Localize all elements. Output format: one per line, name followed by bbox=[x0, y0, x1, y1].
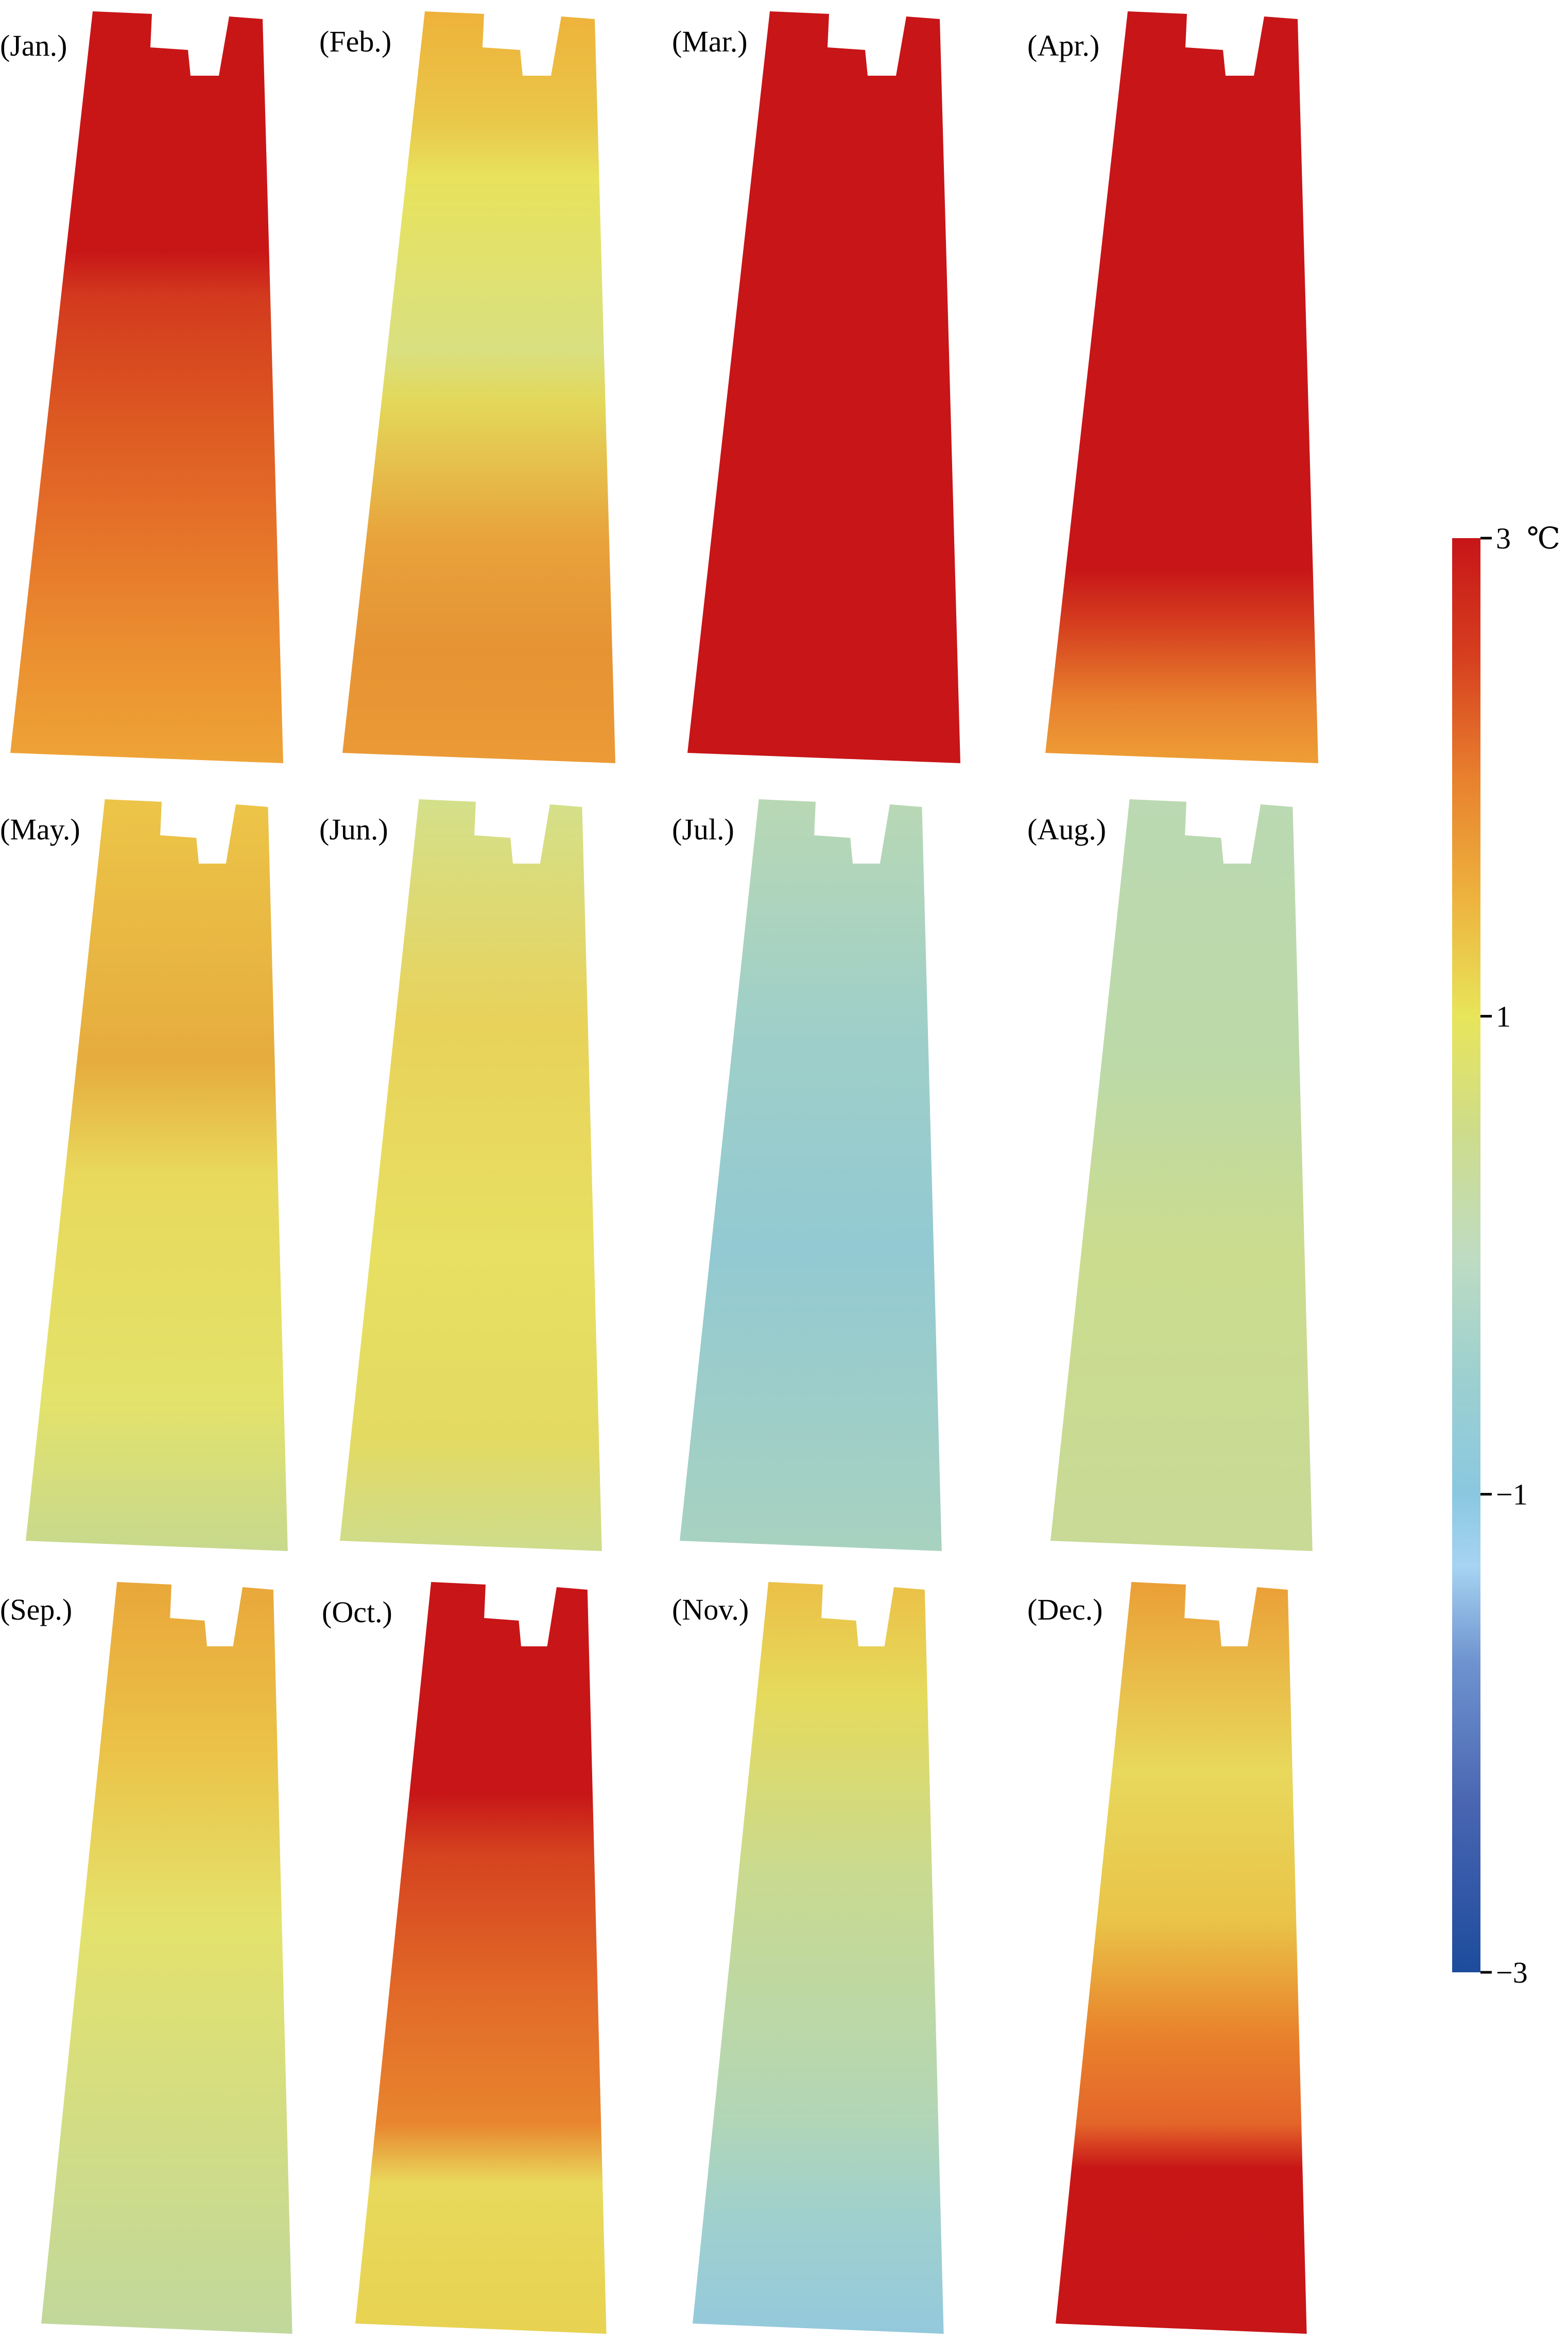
map-panel-4 bbox=[1045, 11, 1318, 763]
panel-label: (Nov.) bbox=[672, 1593, 749, 1626]
colorbar-tick-label: 3 bbox=[1496, 522, 1511, 555]
map-panel-11 bbox=[693, 1582, 944, 2334]
panel-label: (Feb.) bbox=[319, 25, 391, 58]
map-panel-2 bbox=[342, 11, 615, 763]
map-panel-10 bbox=[355, 1582, 607, 2334]
map-panel-12 bbox=[1056, 1582, 1307, 2334]
panel-label: (Apr.) bbox=[1027, 29, 1099, 62]
map-panel-3 bbox=[687, 11, 960, 763]
panel-label: (Jun.) bbox=[319, 813, 388, 846]
panel-label: (Jul.) bbox=[672, 813, 734, 846]
panel-label: (Dec.) bbox=[1027, 1593, 1103, 1626]
colorbar-unit: ℃ bbox=[1527, 522, 1560, 555]
colorbar-tick-label: −1 bbox=[1496, 1478, 1528, 1511]
panel-label: (May.) bbox=[0, 813, 80, 846]
colorbar-tick-label: −3 bbox=[1496, 1956, 1528, 1989]
map-panel-6 bbox=[340, 799, 602, 1551]
map-panel-9 bbox=[41, 1582, 292, 2334]
map-panel-5 bbox=[26, 799, 288, 1551]
panel-label: (Oct.) bbox=[322, 1595, 392, 1629]
colorbar-tick-label: 1 bbox=[1496, 1000, 1511, 1033]
map-panel-7 bbox=[680, 799, 942, 1551]
panel-label: (Jan.) bbox=[0, 29, 67, 62]
panel-label: (Aug.) bbox=[1027, 813, 1106, 846]
map-panel-1 bbox=[10, 11, 283, 763]
map-panel-8 bbox=[1050, 799, 1313, 1551]
panel-label: (Mar.) bbox=[672, 25, 748, 58]
colorbar bbox=[1452, 538, 1480, 1972]
panel-label: (Sep.) bbox=[0, 1593, 72, 1626]
